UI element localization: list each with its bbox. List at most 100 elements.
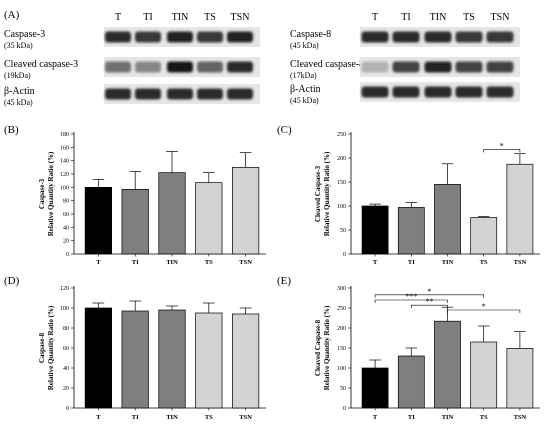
blot-row-size: (45 kDa) bbox=[290, 41, 319, 50]
blot-band bbox=[361, 31, 389, 43]
y-axis-label: Relative Quantity Ratio (%) bbox=[47, 151, 55, 236]
blot-band bbox=[424, 86, 452, 98]
blot-band bbox=[424, 61, 452, 73]
panel-letter: (E) bbox=[277, 275, 291, 287]
y-tick-label: 0 bbox=[66, 252, 69, 258]
x-tick-label: TSN bbox=[239, 259, 252, 266]
y-tick-label: 80 bbox=[63, 199, 69, 205]
blot-band bbox=[392, 31, 420, 43]
x-tick-label: T bbox=[96, 414, 101, 421]
x-tick-label: TSN bbox=[514, 259, 527, 266]
bar bbox=[232, 166, 260, 255]
x-tick-label: TIN bbox=[166, 259, 178, 266]
blot-row-size: (35 kDa) bbox=[4, 41, 33, 50]
lane-label: T bbox=[372, 12, 378, 23]
y-tick-label: 300 bbox=[337, 286, 346, 292]
y-tick-label: 50 bbox=[340, 228, 346, 234]
blot-row-label: Caspase-3 bbox=[4, 29, 45, 40]
x-tick-label: TSN bbox=[514, 414, 527, 421]
lane-label: TIN bbox=[172, 12, 189, 23]
significance-bracket bbox=[374, 294, 484, 298]
significance-label: * bbox=[500, 141, 504, 150]
y-tick-label: 100 bbox=[60, 185, 69, 191]
x-tick-label: T bbox=[96, 259, 101, 266]
significance-bracket bbox=[447, 309, 521, 313]
bar bbox=[158, 309, 186, 409]
blot-band bbox=[197, 31, 223, 43]
significance-label: *** bbox=[405, 292, 417, 301]
y-axis-label: Caspase-8 bbox=[38, 332, 46, 363]
y-tick-label: 40 bbox=[63, 366, 69, 372]
y-tick-label: 20 bbox=[63, 386, 69, 392]
blot-band bbox=[105, 31, 131, 43]
x-tick-label: TIN bbox=[166, 414, 178, 421]
lane-label: T bbox=[115, 12, 121, 23]
y-tick-label: 140 bbox=[60, 159, 69, 165]
chart-panel: (E) Cleaved Caspase-8 Relative Quantity Ra… bbox=[277, 275, 540, 421]
bar bbox=[506, 163, 534, 255]
western-blot-panels: (A) T TI TIN TS TSN Caspase-3(35 kDa) Cleaved c… bbox=[4, 9, 520, 107]
y-tick-label: 60 bbox=[63, 346, 69, 352]
bar-chart-panels: (B)Caspase-3 Relative Quantity Ratio (%)0… bbox=[4, 124, 540, 421]
panel-letter: (D) bbox=[4, 275, 20, 287]
x-tick-label: TI bbox=[408, 259, 415, 266]
significance-bracket bbox=[374, 299, 448, 303]
y-tick-label: 0 bbox=[343, 252, 346, 258]
blot-row-label: Cleaved caspase-3 bbox=[4, 59, 78, 70]
blot-band bbox=[227, 88, 253, 100]
blot-band bbox=[455, 86, 483, 98]
y-tick-label: 40 bbox=[63, 225, 69, 231]
y-tick-label: 0 bbox=[66, 406, 69, 412]
y-tick-label: 250 bbox=[337, 132, 346, 138]
blot-row-size: (45 kDa) bbox=[4, 98, 33, 107]
blot-band bbox=[392, 86, 420, 98]
blot-band bbox=[455, 61, 483, 73]
y-axis-label: Relative Quantity Ratio (%) bbox=[323, 151, 331, 236]
blot-band bbox=[167, 88, 193, 100]
x-tick-label: TS bbox=[205, 259, 213, 266]
bar bbox=[232, 313, 260, 409]
significance-bracket bbox=[483, 149, 521, 153]
bar bbox=[397, 207, 425, 255]
bar bbox=[121, 188, 149, 255]
lane-label: TIN bbox=[430, 12, 447, 23]
panel-letter: (B) bbox=[4, 124, 19, 136]
blot-band bbox=[424, 31, 452, 43]
x-tick-label: TS bbox=[205, 414, 213, 421]
bar bbox=[434, 320, 461, 409]
x-tick-label: TI bbox=[132, 259, 139, 266]
blot-band bbox=[135, 61, 161, 73]
blot-band bbox=[227, 61, 253, 73]
x-tick-label: TS bbox=[480, 414, 488, 421]
lane-label: TS bbox=[463, 12, 475, 23]
bar bbox=[195, 312, 223, 409]
blot-band bbox=[361, 61, 389, 73]
y-tick-label: 120 bbox=[60, 172, 69, 178]
lane-label: TI bbox=[401, 12, 410, 23]
bar bbox=[121, 310, 149, 409]
x-tick-label: TS bbox=[480, 259, 488, 266]
y-tick-label: 80 bbox=[63, 326, 69, 332]
blot-band bbox=[455, 31, 483, 43]
bar bbox=[397, 355, 425, 409]
y-tick-label: 100 bbox=[337, 366, 346, 372]
blot-row-size: (45 kDa) bbox=[290, 96, 319, 105]
blot-band bbox=[486, 31, 514, 43]
blot-band bbox=[361, 86, 389, 98]
y-tick-label: 200 bbox=[337, 156, 346, 162]
x-tick-label: TI bbox=[132, 414, 139, 421]
bar bbox=[506, 348, 534, 409]
y-axis-label: Relative Quantity Ratio (%) bbox=[47, 305, 55, 390]
bar bbox=[470, 341, 498, 409]
bar bbox=[158, 172, 186, 255]
bar bbox=[195, 182, 223, 255]
y-tick-label: 120 bbox=[60, 286, 69, 292]
x-tick-label: T bbox=[373, 259, 378, 266]
blot-band bbox=[135, 88, 161, 100]
blot-band bbox=[486, 61, 514, 73]
x-tick-label: TSN bbox=[239, 414, 252, 421]
x-tick-label: TI bbox=[408, 414, 415, 421]
y-axis-label: Cleaved Caspase-8 bbox=[314, 319, 322, 376]
chart-panel: (D) Caspase-8 Relative Quantity Ratio (%) 0… bbox=[4, 275, 266, 421]
